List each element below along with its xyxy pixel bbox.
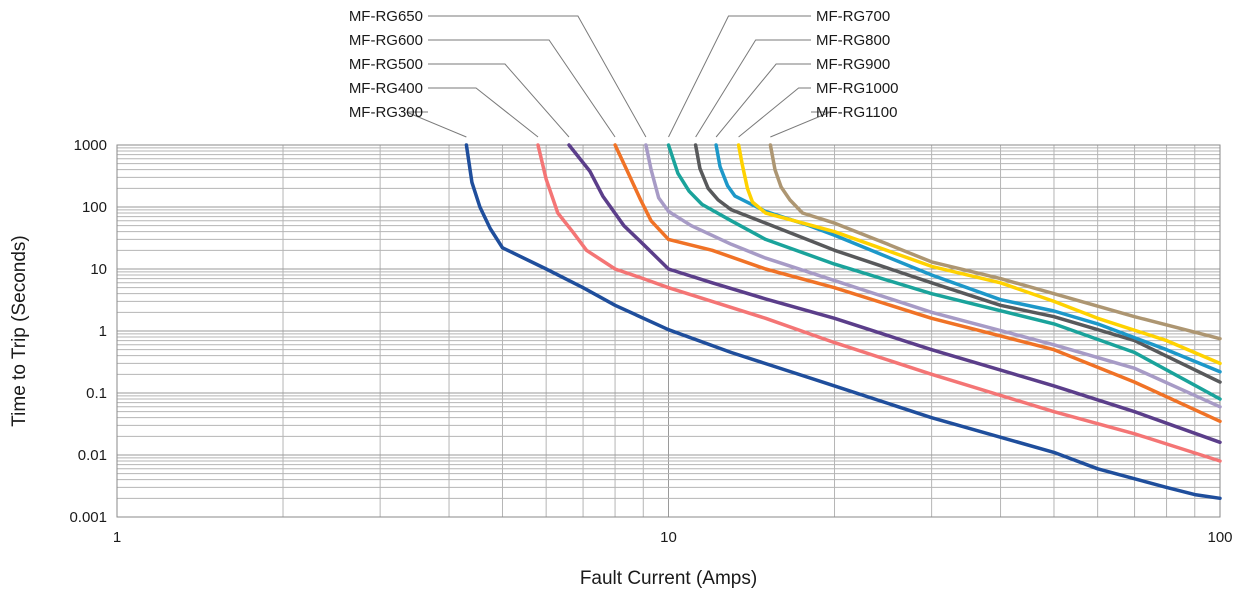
series-line-mf-rg900 [714, 143, 1222, 374]
x-tick-label: 100 [1207, 529, 1232, 546]
x-axis-label: Fault Current (Amps) [580, 568, 757, 589]
y-tick-label: 10 [90, 261, 107, 278]
y-tick-label: 0.1 [86, 385, 107, 402]
series-label: MF-RG500 [349, 56, 423, 73]
series-line-mf-rg500 [567, 143, 1222, 445]
leader-line [428, 15, 647, 138]
leader-line [428, 87, 539, 138]
series-line-mf-rg600 [613, 143, 1222, 424]
y-tick-label: 100 [82, 199, 107, 216]
leader-line [695, 39, 811, 138]
series-line-mf-rg1000 [736, 143, 1222, 366]
series-label: MF-RG1100 [816, 104, 897, 121]
series-labels: MF-RG300 MF-RG400 MF-RG500 MF-RG600 MF-RG650… [349, 8, 899, 121]
series-label: MF-RG400 [349, 80, 423, 97]
series-line-mf-rg1100 [768, 143, 1222, 341]
leader-line [428, 39, 616, 138]
series-label: MF-RG700 [816, 8, 890, 25]
leader-line [738, 87, 811, 138]
series-line-mf-rg300 [464, 143, 1222, 501]
x-tick-label: 1 [113, 529, 121, 546]
leader-line [428, 63, 570, 138]
leader-lines [406, 15, 831, 138]
y-tick-label: 0.001 [69, 509, 107, 526]
series-label: MF-RG800 [816, 32, 890, 49]
series-line-mf-rg700 [666, 143, 1222, 401]
series-line-mf-rg650 [644, 143, 1222, 409]
leader-line [668, 15, 811, 138]
series-line-mf-rg400 [536, 143, 1222, 463]
series-line-mf-rg800 [693, 143, 1222, 384]
y-tick-label: 1000 [74, 137, 107, 154]
x-tick-label: 10 [660, 529, 677, 546]
tick-labels: 1 10 100 1000 100 10 1 0.1 0.01 0.001 [69, 137, 1232, 546]
leader-line [715, 63, 811, 138]
series-label: MF-RG650 [349, 8, 423, 25]
series-layer [464, 143, 1222, 501]
series-label: MF-RG1000 [816, 80, 899, 97]
leader-line [770, 111, 831, 138]
leader-line [406, 111, 467, 138]
y-tick-label: 1 [99, 323, 107, 340]
series-label: MF-RG900 [816, 56, 890, 73]
series-label: MF-RG300 [349, 104, 423, 121]
series-label: MF-RG600 [349, 32, 423, 49]
y-tick-label: 0.01 [78, 447, 107, 464]
y-axis-label: Time to Trip (Seconds) [9, 235, 30, 426]
